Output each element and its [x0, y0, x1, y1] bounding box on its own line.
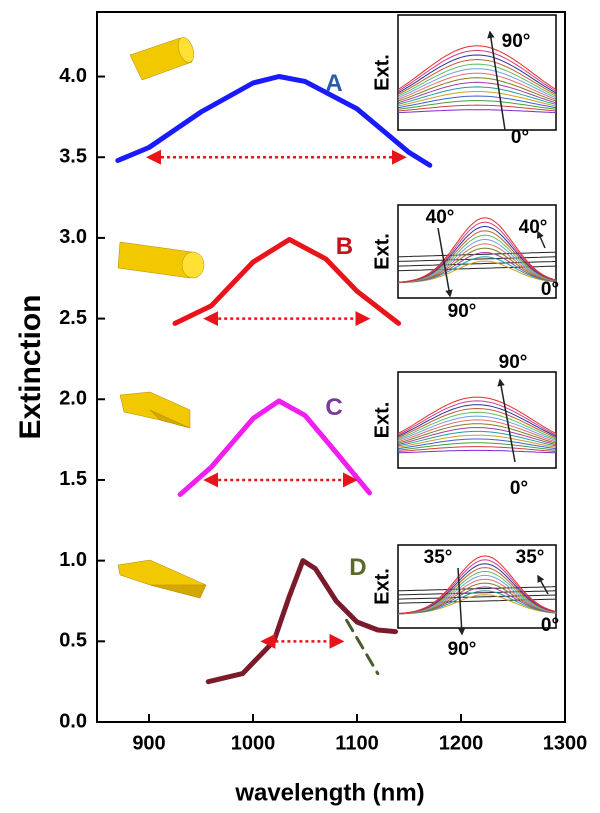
inset-label: 0° — [511, 127, 529, 148]
y-tick-label: 0.5 — [59, 630, 87, 652]
inset-line — [397, 72, 557, 100]
inset-line — [397, 586, 557, 592]
spectrum-line — [172, 237, 402, 326]
inset-label: 90° — [502, 31, 531, 52]
inset-label: 0° — [541, 615, 559, 636]
y-tick-label: 2.0 — [59, 388, 87, 410]
inset-line — [397, 256, 557, 262]
fit-line — [345, 618, 380, 676]
inset-line — [397, 415, 557, 441]
inset-line — [397, 91, 557, 107]
inset-line — [397, 446, 557, 452]
curve-label: A — [325, 70, 342, 97]
inset-line — [397, 400, 557, 436]
x-tick-label: 1000 — [231, 732, 276, 754]
x-axis-label: wavelength (nm) — [234, 779, 424, 806]
inset-line — [397, 427, 557, 446]
inset-arrow — [497, 378, 516, 463]
inset-line — [397, 260, 557, 267]
inset-y-label: Ext. — [371, 402, 393, 439]
y-tick-label: 1.5 — [59, 468, 87, 490]
spectrum-line — [205, 558, 398, 685]
y-tick-label: 3.0 — [59, 226, 87, 248]
inset-line — [397, 434, 557, 448]
inset-line — [397, 442, 557, 451]
inset-line — [397, 251, 557, 258]
inset-line — [397, 423, 557, 444]
inset-label: 90° — [448, 301, 477, 322]
inset-line — [397, 555, 557, 614]
x-tick-label: 1200 — [439, 732, 484, 754]
inset-line — [397, 54, 557, 94]
inset: Ext. 40° 40° 0° 90° — [371, 204, 559, 322]
inset-arrow — [487, 30, 506, 131]
inset-line — [397, 590, 557, 596]
inset-line — [397, 438, 557, 450]
inset-line — [397, 217, 557, 283]
curve-label: B — [336, 233, 353, 260]
y-tick-label: 0.0 — [59, 710, 87, 732]
inset-line — [397, 396, 557, 435]
inset-arrow — [437, 227, 453, 298]
inset-arrow — [536, 230, 546, 249]
inset-line — [397, 58, 557, 95]
inset: Ext. 90° 0° — [371, 14, 557, 148]
y-tick-label: 2.5 — [59, 307, 87, 329]
inset-line — [397, 100, 557, 110]
spectrum-line — [177, 398, 372, 497]
inset-line — [397, 104, 557, 112]
inset: Ext. 90° 0° — [371, 352, 557, 499]
x-tick-label: 1300 — [543, 732, 588, 754]
inset-label: 90° — [448, 639, 477, 660]
x-tick-label: 900 — [132, 732, 165, 754]
inset-label: 35° — [424, 547, 453, 568]
inset-line — [397, 77, 557, 102]
inset-line — [397, 411, 557, 440]
inset-arrow — [537, 574, 549, 595]
inset-line — [397, 45, 557, 91]
y-axis-label: Extinction — [14, 294, 47, 439]
inset-line — [397, 81, 557, 104]
curve-label: C — [325, 394, 342, 421]
curve-label: D — [349, 554, 366, 581]
inset: Ext. 35° 35° 0° 90° — [371, 544, 559, 660]
inset-line — [397, 63, 557, 97]
inset-label: 90° — [499, 352, 528, 373]
y-tick-label: 4.0 — [59, 65, 87, 87]
inset-label: 40° — [519, 217, 548, 238]
inset-line — [397, 68, 557, 99]
inset-line — [397, 430, 557, 447]
inset-line — [397, 404, 557, 437]
inset-label: 0° — [510, 478, 528, 499]
spectrum-line — [115, 74, 433, 168]
inset-line — [397, 407, 557, 439]
inset-line — [397, 95, 557, 109]
x-tick-label: 1100 — [335, 732, 378, 754]
y-tick-label: 3.5 — [59, 146, 87, 168]
inset-y-label: Ext. — [371, 568, 393, 605]
inset-line — [397, 109, 557, 114]
inset-frame — [397, 544, 557, 629]
inset-label: 0° — [541, 279, 559, 300]
shapes — [117, 37, 207, 599]
inset-frame — [397, 14, 557, 131]
inset-y-label: Ext. — [371, 54, 393, 91]
inset-line — [397, 419, 557, 443]
inset-line — [397, 449, 557, 454]
inset-frame — [397, 204, 557, 299]
inset-line — [397, 49, 557, 92]
y-tick-label: 1.0 — [59, 549, 87, 571]
plot-frame — [96, 11, 566, 723]
inset-y-label: Ext. — [371, 233, 393, 270]
inset-line — [397, 594, 557, 600]
inset-label: 40° — [426, 207, 455, 228]
inset-line — [397, 86, 557, 105]
inset-label: 35° — [516, 547, 545, 568]
inset-arrow — [457, 567, 466, 636]
